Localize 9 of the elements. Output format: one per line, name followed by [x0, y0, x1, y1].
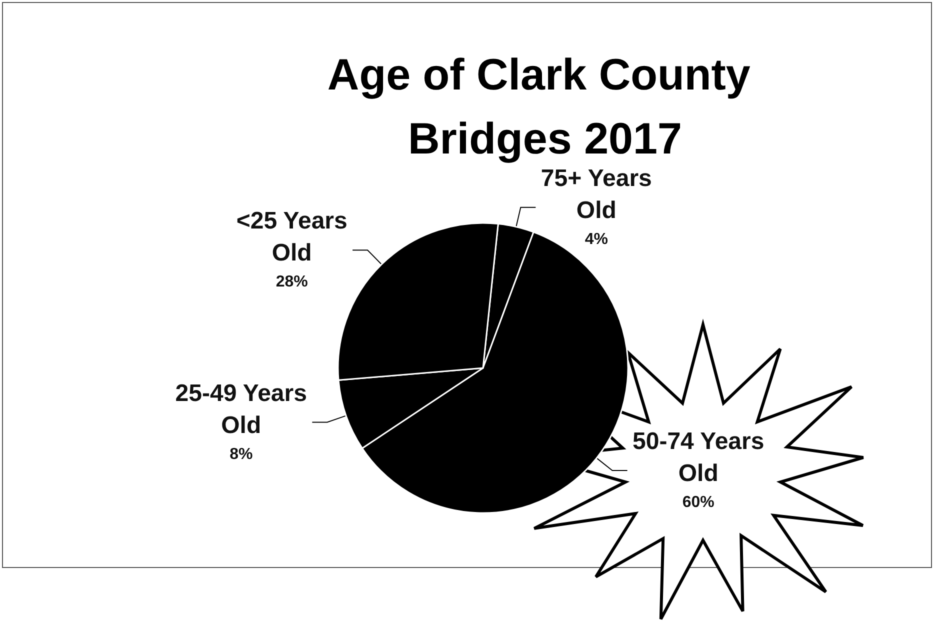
slice-label: 75+ Years Old [540, 164, 652, 224]
data-label: 28% [276, 274, 308, 291]
slice-label: 50-74 Years Old [632, 428, 764, 487]
data-label: 4% [584, 230, 608, 248]
chart-title: Age of Clark County Bridges 2017 [327, 50, 763, 164]
slice-label: 25-49 Years Old [175, 380, 307, 439]
data-label: 8% [230, 446, 253, 463]
slice-label: <25 Years Old [236, 208, 348, 267]
data-label: 60% [682, 494, 714, 511]
